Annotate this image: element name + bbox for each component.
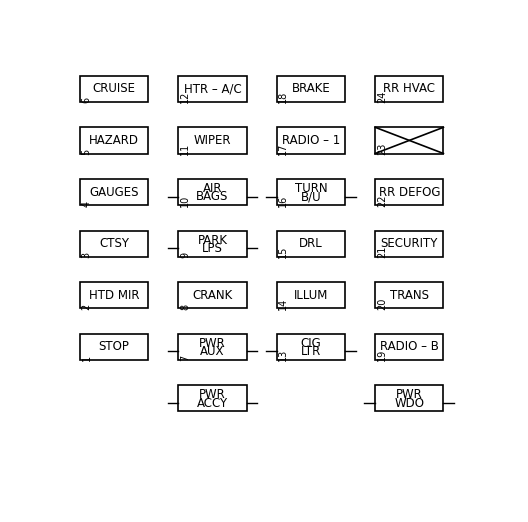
Bar (80, 179, 148, 205)
Bar (375, 179, 444, 205)
Text: HTR – A/C: HTR – A/C (184, 82, 241, 96)
Text: CIG: CIG (300, 337, 321, 350)
Bar (375, 127, 444, 153)
Text: CRUISE: CRUISE (92, 82, 136, 96)
Text: 4: 4 (81, 200, 91, 207)
Text: 11: 11 (180, 143, 190, 155)
Bar (375, 385, 444, 411)
Text: CRANK: CRANK (192, 289, 233, 302)
Text: 23: 23 (377, 143, 387, 155)
Text: 2: 2 (81, 304, 91, 310)
Bar (80, 76, 148, 102)
Bar (80, 231, 148, 257)
Bar (178, 385, 247, 411)
Text: RR HVAC: RR HVAC (383, 82, 435, 96)
Text: HAZARD: HAZARD (89, 134, 139, 147)
Text: 19: 19 (377, 349, 387, 361)
Text: SECURITY: SECURITY (381, 237, 438, 250)
Bar (80, 334, 148, 360)
Bar (277, 127, 345, 153)
Text: PARK: PARK (197, 234, 228, 247)
Bar (375, 231, 444, 257)
Text: ILLUM: ILLUM (294, 289, 328, 302)
Bar (178, 334, 247, 360)
Text: LTR: LTR (301, 345, 321, 358)
Bar (375, 282, 444, 309)
Text: RADIO – 1: RADIO – 1 (282, 134, 340, 147)
Bar (178, 282, 247, 309)
Text: 13: 13 (278, 349, 288, 361)
Text: LPS: LPS (202, 242, 223, 255)
Text: RADIO – B: RADIO – B (380, 340, 439, 353)
Text: 20: 20 (377, 298, 387, 310)
Text: 8: 8 (180, 304, 190, 310)
Bar (178, 231, 247, 257)
Text: WIPER: WIPER (194, 134, 231, 147)
Text: 9: 9 (180, 252, 190, 258)
Text: 1: 1 (81, 355, 91, 361)
Text: STOP: STOP (99, 340, 129, 353)
Text: WDO: WDO (394, 397, 425, 410)
Bar (277, 334, 345, 360)
Text: CTSY: CTSY (99, 237, 129, 250)
Text: 16: 16 (278, 194, 288, 207)
Text: PWR: PWR (396, 388, 423, 401)
Text: 7: 7 (180, 355, 190, 361)
Bar (375, 334, 444, 360)
Text: 6: 6 (81, 97, 91, 103)
Text: 3: 3 (81, 252, 91, 258)
Bar (178, 179, 247, 205)
Bar (178, 76, 247, 102)
Bar (80, 127, 148, 153)
Text: 18: 18 (278, 91, 288, 103)
Text: TRANS: TRANS (390, 289, 429, 302)
Bar (277, 282, 345, 309)
Text: TURN: TURN (295, 182, 327, 195)
Bar (80, 282, 148, 309)
Text: PWR: PWR (199, 337, 226, 350)
Text: B/U: B/U (300, 190, 321, 203)
Text: 12: 12 (180, 91, 190, 103)
Text: RR DEFOG: RR DEFOG (379, 185, 440, 198)
Text: BAGS: BAGS (196, 190, 229, 203)
Bar (277, 231, 345, 257)
Text: 24: 24 (377, 91, 387, 103)
Bar (277, 179, 345, 205)
Text: 21: 21 (377, 246, 387, 258)
Bar (178, 127, 247, 153)
Text: GAUGES: GAUGES (89, 185, 139, 198)
Text: HTD MIR: HTD MIR (89, 289, 139, 302)
Text: 17: 17 (278, 143, 288, 155)
Text: ACCY: ACCY (197, 397, 228, 410)
Text: BRAKE: BRAKE (291, 82, 331, 96)
Text: 10: 10 (180, 194, 190, 207)
Text: PWR: PWR (199, 388, 226, 401)
Text: DRL: DRL (299, 237, 323, 250)
Bar (375, 76, 444, 102)
Text: 5: 5 (81, 149, 91, 155)
Text: AUX: AUX (200, 345, 225, 358)
Bar (277, 76, 345, 102)
Text: 22: 22 (377, 194, 387, 207)
Text: AIR: AIR (203, 182, 222, 195)
Text: 14: 14 (278, 298, 288, 310)
Text: 15: 15 (278, 246, 288, 258)
